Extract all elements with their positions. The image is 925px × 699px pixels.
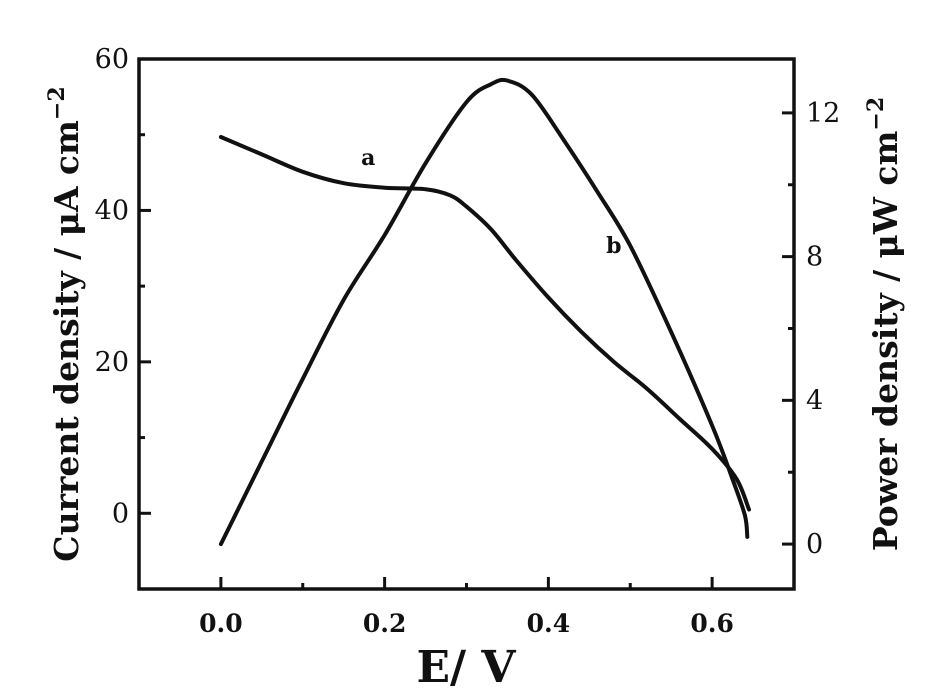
x-axis: 0.0 0.2 0.4 0.6 bbox=[139, 577, 794, 638]
series-a-line bbox=[221, 137, 749, 510]
y-right-tick-label: 8 bbox=[806, 242, 823, 273]
y-axis-right-title: Power density / μW cm−2 bbox=[863, 97, 905, 551]
y-left-tick-label: 0 bbox=[112, 498, 129, 529]
x-tick-label: 0.2 bbox=[363, 609, 407, 638]
x-tick-label: 0.4 bbox=[527, 609, 571, 638]
y-axis-left-title: Current density / μA cm−2 bbox=[44, 86, 86, 561]
series-b-line bbox=[221, 80, 747, 544]
y-left-tick-label: 60 bbox=[95, 44, 129, 75]
y-right-tick-label: 4 bbox=[806, 385, 823, 416]
x-tick-label: 0.6 bbox=[690, 609, 734, 638]
plot-series: ab bbox=[221, 80, 749, 544]
series-a-label: a bbox=[361, 145, 375, 171]
x-tick-label: 0.0 bbox=[199, 609, 243, 638]
y-right-tick-label: 0 bbox=[806, 529, 823, 560]
y-axis-right: 0 4 8 12 bbox=[782, 98, 840, 560]
x-axis-title: E/ V bbox=[416, 642, 516, 693]
y-right-tick-label: 12 bbox=[806, 98, 840, 129]
y-axis-left: 0 20 40 60 bbox=[95, 44, 151, 589]
y-left-tick-label: 40 bbox=[95, 195, 129, 226]
series-b-label: b bbox=[606, 233, 621, 259]
y-left-tick-label: 20 bbox=[95, 347, 129, 378]
